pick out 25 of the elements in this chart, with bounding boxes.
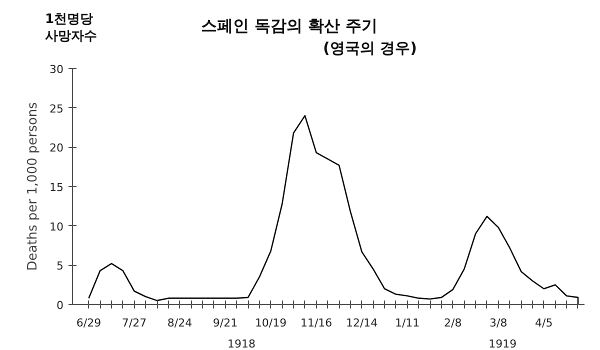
text: 1918 — [227, 338, 256, 350]
chart-title: 스페인 독감의 확산 주기 — [201, 15, 378, 37]
x-tick-label: 12/14 — [346, 316, 378, 330]
text: 1천명당 사망자수 — [45, 11, 97, 45]
y-axis-title: Deaths per 1,000 persons — [26, 102, 41, 271]
text: 1919 — [488, 338, 517, 350]
x-tick-label: 11/16 — [300, 316, 332, 330]
x-tick-label: 8/24 — [167, 316, 192, 330]
y-tick-label: 5 — [56, 260, 64, 273]
x-tick-label: 3/8 — [490, 316, 508, 330]
chart-subtitle: (영국의 경우) — [323, 38, 417, 59]
y-tick-label: 0 — [56, 299, 64, 312]
x-tick-label: 1/11 — [394, 316, 420, 330]
x-tick-label: 4/5 — [535, 316, 553, 330]
y-tick-label: 30 — [50, 63, 64, 76]
x-tick-label: 7/27 — [122, 316, 147, 330]
line-series — [88, 115, 579, 304]
x-tick-label: 10/19 — [254, 316, 287, 330]
y-tick-label: 25 — [50, 102, 64, 116]
y-tick-label: 20 — [50, 142, 64, 155]
y-tick-label: 15 — [50, 181, 64, 194]
y-tick-label: 10 — [50, 220, 64, 234]
x-tick-label: 9/21 — [212, 316, 238, 330]
x-tick-label: 2/8 — [444, 316, 462, 330]
x-tick-label: 6/29 — [76, 316, 102, 330]
